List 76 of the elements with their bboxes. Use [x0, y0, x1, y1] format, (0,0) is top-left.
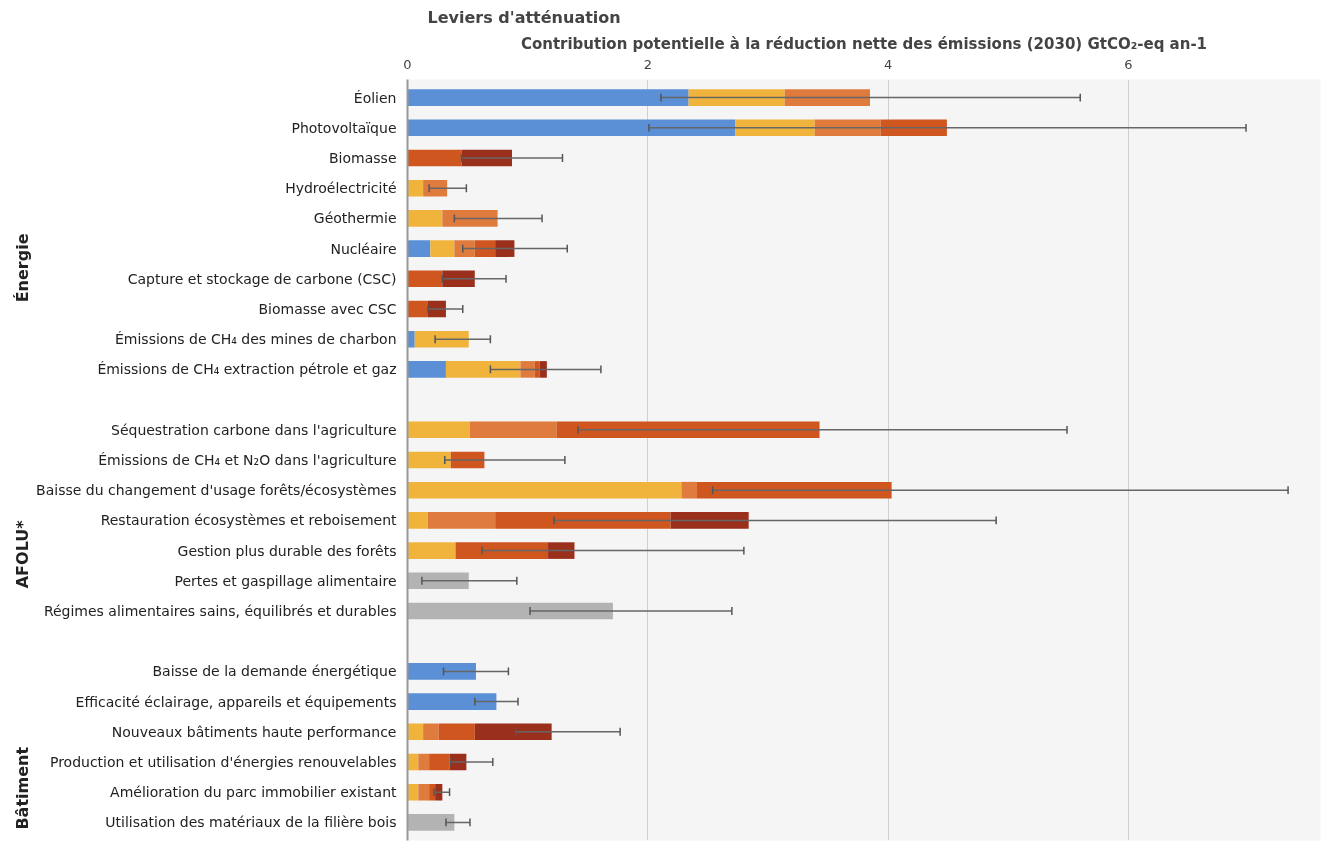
y-tick-label: Biomasse avec CSC: [258, 301, 397, 318]
bar: [407, 814, 455, 831]
y-tick-label: Pertes et gaspillage alimentaire: [174, 572, 397, 589]
y-tick-label: Utilisation des matériaux de la filière bois: [105, 814, 397, 831]
bar: [407, 179, 424, 197]
bar: [438, 723, 475, 741]
bar: [407, 512, 428, 529]
bar: [414, 330, 469, 348]
y-axis-title: Leviers d'atténuation: [427, 7, 621, 27]
bar: [407, 210, 443, 227]
bar: [407, 361, 446, 378]
bar: [407, 542, 456, 559]
bar: [407, 481, 682, 499]
bar: [423, 723, 439, 741]
y-tick-label: Nouveaux bâtiments haute performance: [111, 723, 397, 740]
bar: [455, 542, 549, 559]
bar: [407, 602, 613, 620]
x-tick-label: 6: [1124, 56, 1133, 72]
bar: [534, 361, 540, 378]
bar: [688, 89, 785, 106]
bar: [407, 270, 443, 288]
bar: [418, 753, 430, 771]
y-tick-label: Émissions de CH₄ et N₂O dans l'agriculture: [98, 452, 397, 468]
bar: [548, 542, 575, 559]
x-tick-label: 4: [883, 56, 893, 72]
bar: [407, 421, 470, 439]
bar: [430, 240, 455, 257]
text: Énergie: [13, 233, 32, 303]
y-tick-label: Restauration écosystèmes et reboisement: [100, 512, 398, 529]
y-tick-label: Production et utilisation d'énergies renouvelables: [49, 753, 397, 770]
bar: [407, 240, 431, 257]
bar: [427, 512, 496, 529]
bar: [474, 723, 552, 741]
bar: [681, 481, 698, 499]
bar: [520, 361, 535, 378]
y-tick-label: Photovoltaïque: [291, 119, 397, 136]
bar: [407, 149, 462, 167]
x-axis-title: Contribution potentielle à la réduction nette des émissions (2030) GtCO₂-eq an-1: [520, 34, 1208, 53]
y-tick-label: Nucléaire: [330, 240, 397, 257]
y-tick-label: Capture et stockage de carbone (CSC): [127, 270, 397, 287]
bar: [670, 512, 749, 529]
bar: [454, 240, 475, 257]
bar: [469, 421, 557, 439]
bar: [474, 240, 496, 257]
y-tick-label: Gestion plus durable des forêts: [177, 542, 397, 559]
bar: [495, 512, 671, 529]
bar: [445, 361, 521, 378]
y-tick-label: Séquestration carbone dans l'agriculture: [111, 421, 397, 438]
y-tick-label: Géothermie: [313, 210, 397, 227]
bar: [407, 723, 424, 741]
x-tick-label: 0: [403, 56, 412, 72]
y-tick-label: Hydroélectricité: [285, 180, 397, 197]
bar: [407, 451, 451, 469]
bar: [495, 240, 515, 257]
y-tick-label: Émissions de CH₄ des mines de charbon: [114, 331, 397, 348]
bar: [429, 753, 450, 771]
bar: [407, 663, 476, 680]
text: Bâtiment: [13, 746, 32, 830]
bar: [784, 89, 871, 106]
bar: [407, 572, 469, 590]
y-tick-label: Émissions de CH₄ extraction pétrole et gaz: [97, 361, 397, 378]
bar: [407, 693, 497, 710]
bar: [442, 210, 498, 227]
y-tick-label: Régimes alimentaires sains, équilibrés et durables: [43, 602, 397, 619]
text: AFOLU*: [13, 519, 32, 589]
bar: [407, 119, 736, 137]
bar: [539, 361, 547, 378]
y-tick-label: Efficacité éclairage, appareils et équipements: [75, 693, 397, 710]
y-tick-label: Amélioration du parc immobilier existant: [110, 784, 398, 801]
y-tick-label: Baisse de la demande énergétique: [152, 663, 397, 680]
bar: [407, 89, 689, 106]
y-tick-label: Éolien: [353, 89, 397, 106]
x-tick-label: 2: [643, 56, 652, 72]
y-tick-label: Biomasse: [329, 150, 397, 167]
y-tick-label: Baisse du changement d'usage forêts/écosystèmes: [36, 482, 397, 499]
bar: [418, 783, 430, 801]
